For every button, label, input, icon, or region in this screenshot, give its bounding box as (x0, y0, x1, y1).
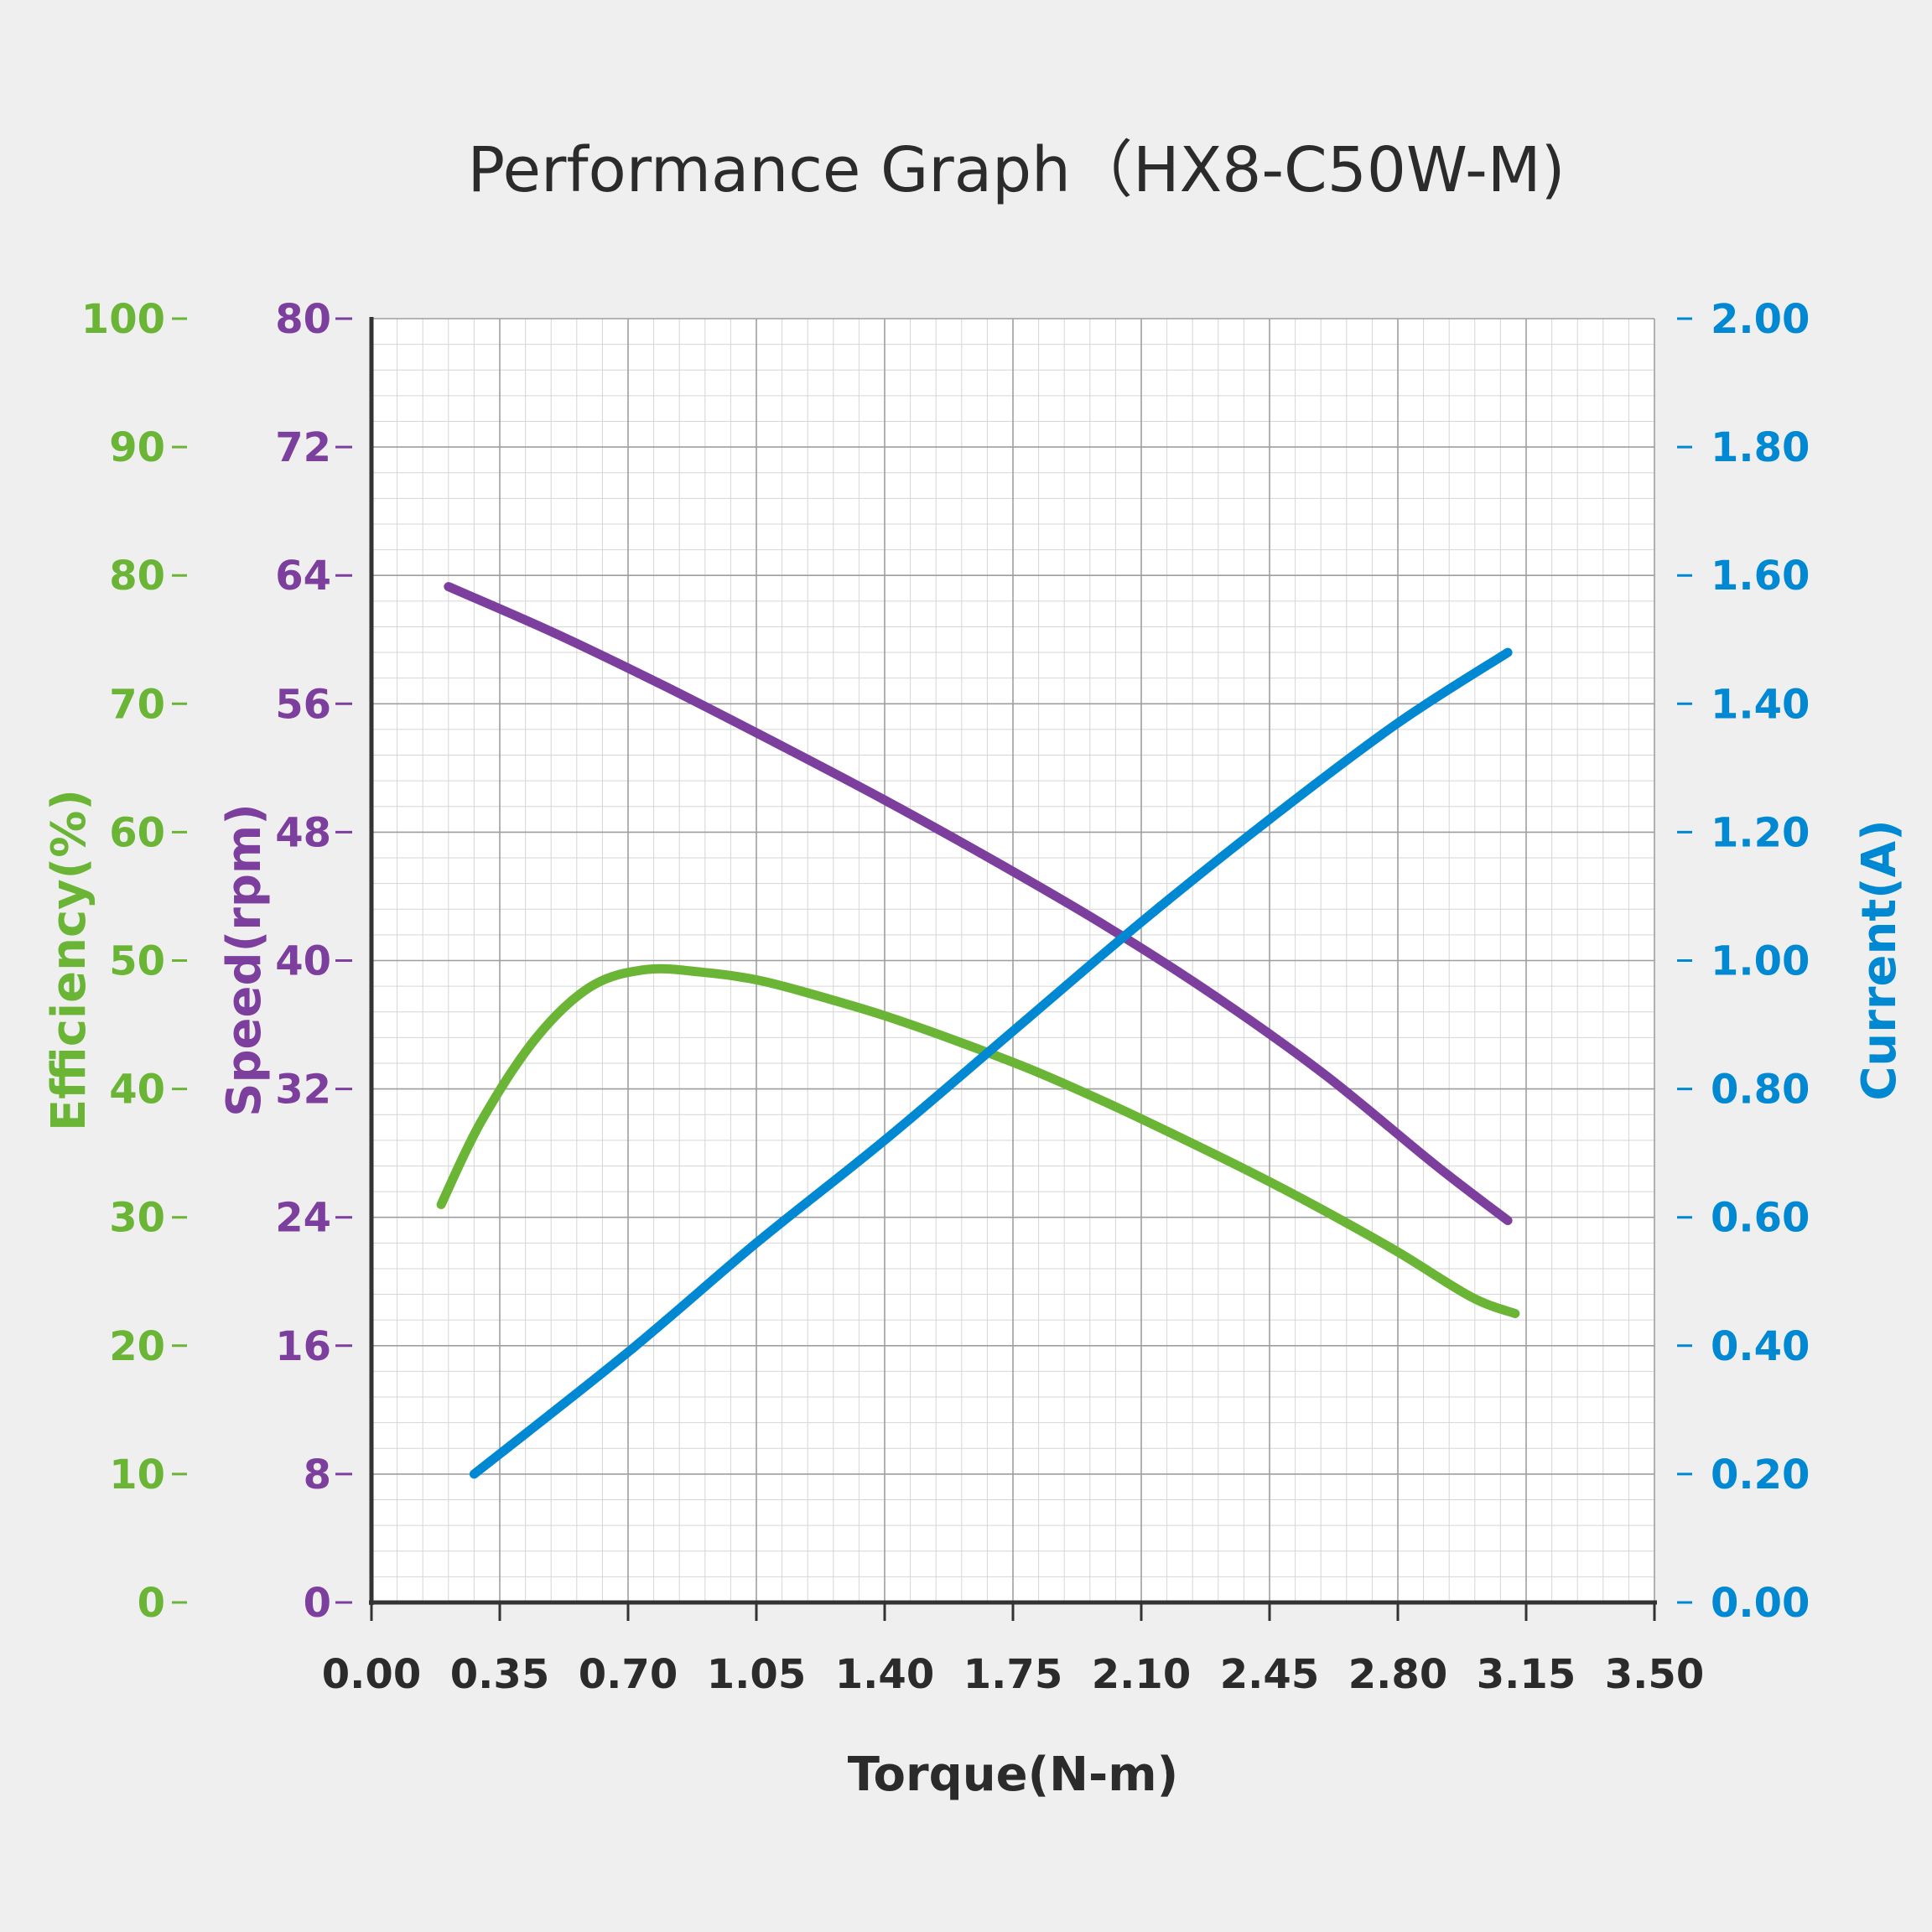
chart-title: Performance Graph（HX8-C50W-M) (468, 134, 1566, 206)
speed-tick-label: 56 (275, 681, 331, 728)
speed-tick-label: 8 (304, 1452, 331, 1498)
x-tick-label: 2.10 (1092, 1651, 1191, 1698)
speed-tick-label: 72 (275, 424, 331, 471)
current-tick-label: 0.00 (1711, 1580, 1810, 1627)
x-axis-title: Torque(N-m) (848, 1748, 1178, 1802)
speed-tick-label: 48 (275, 809, 331, 856)
current-tick-label: 0.80 (1711, 1067, 1810, 1114)
current-tick-label: 1.00 (1711, 938, 1810, 985)
x-tick-label: 2.45 (1220, 1651, 1319, 1698)
current-tick-label: 1.40 (1711, 681, 1810, 728)
speed-tick-label: 32 (275, 1067, 331, 1114)
efficiency-tick-label: 60 (109, 809, 165, 856)
x-tick-label: 0.00 (322, 1651, 421, 1698)
efficiency-tick-label: 90 (109, 424, 165, 471)
x-tick-label: 2.80 (1348, 1651, 1447, 1698)
speed-tick-label: 16 (275, 1323, 331, 1370)
efficiency-tick-label: 20 (109, 1323, 165, 1370)
x-tick-label: 0.35 (450, 1651, 549, 1698)
major-gridlines (371, 318, 1655, 1603)
speed-tick-label: 40 (275, 938, 331, 985)
x-tick-label: 3.50 (1605, 1651, 1704, 1698)
x-tick-label: 1.75 (963, 1651, 1062, 1698)
x-tick-label: 3.15 (1477, 1651, 1576, 1698)
current-tick-label: 1.80 (1711, 424, 1810, 471)
efficiency-tick-label: 10 (109, 1452, 165, 1498)
current-series-line (469, 647, 1513, 1479)
efficiency-series-line (436, 963, 1520, 1318)
efficiency-tick-label: 40 (109, 1067, 165, 1114)
efficiency-axis-title: Efficiency(%) (42, 789, 96, 1131)
ticks-layer: 0.00 0.35 0.70 1.05 1.40 1.75 2.10 2.45 2.80 3.15… (81, 296, 1810, 1698)
current-tick-label: 0.40 (1711, 1323, 1810, 1370)
x-tick-label: 0.70 (579, 1651, 678, 1698)
current-tick-label: 1.60 (1711, 553, 1810, 600)
x-tick-label: 1.40 (835, 1651, 934, 1698)
current-tick-label: 0.60 (1711, 1195, 1810, 1242)
speed-tick-label: 80 (275, 296, 331, 343)
speed-axis-title: Speed(rpm) (217, 803, 272, 1117)
efficiency-tick-label: 80 (109, 553, 165, 600)
efficiency-tick-label: 0 (138, 1580, 165, 1627)
efficiency-tick-label: 70 (109, 681, 165, 728)
speed-tick-label: 24 (275, 1195, 331, 1242)
series-layer (436, 582, 1520, 1479)
efficiency-tick-label: 30 (109, 1195, 165, 1242)
current-tick-label: 1.20 (1711, 809, 1810, 856)
efficiency-tick-label: 50 (109, 938, 165, 985)
current-axis-title: Current(A) (1852, 819, 1907, 1100)
efficiency-tick-label: 100 (81, 296, 165, 343)
speed-tick-label: 0 (304, 1580, 331, 1627)
speed-series-line (444, 582, 1513, 1225)
speed-tick-label: 64 (275, 553, 331, 600)
current-tick-label: 0.20 (1711, 1452, 1810, 1498)
current-tick-label: 2.00 (1711, 296, 1810, 343)
x-tick-label: 1.05 (707, 1651, 806, 1698)
